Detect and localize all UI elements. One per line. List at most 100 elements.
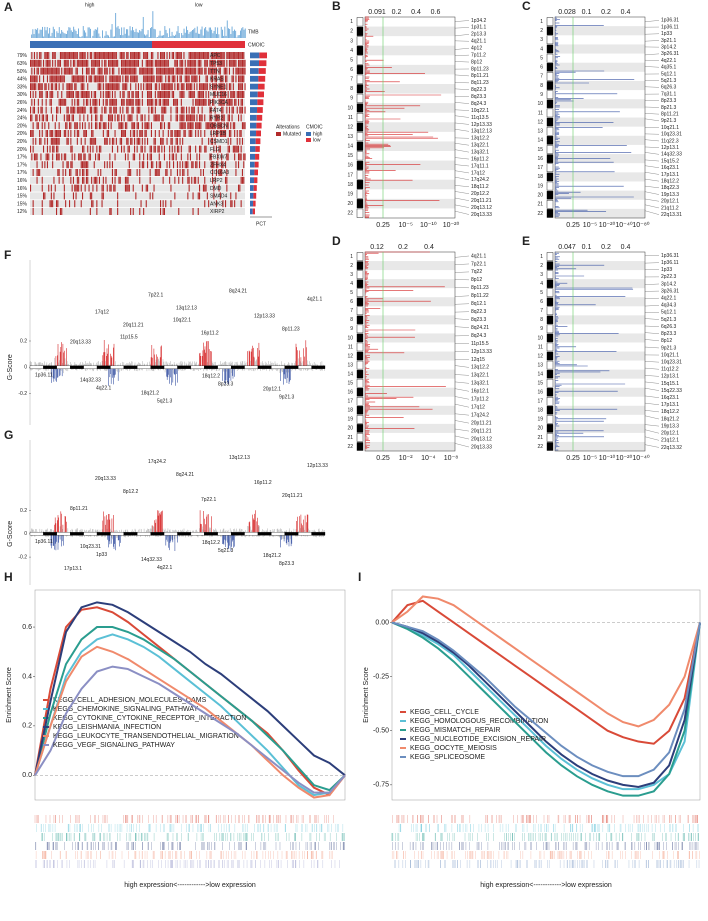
mut-cell	[83, 107, 84, 114]
mut-cell	[182, 107, 183, 114]
mut-cell	[78, 185, 79, 192]
tmb-bar	[182, 35, 183, 38]
mut-cell	[154, 185, 155, 192]
band-label: 20p12.2	[471, 191, 489, 197]
mut-cell	[167, 91, 168, 98]
mut-cell	[33, 122, 34, 129]
chrom-label: 16	[537, 156, 543, 162]
mut-cell	[237, 91, 238, 98]
band-leader	[645, 425, 659, 427]
mut-cell	[30, 146, 31, 153]
mut-cell	[69, 200, 70, 207]
chrom-strip	[30, 366, 43, 369]
mut-cell	[160, 200, 161, 207]
mut-cell	[156, 161, 157, 168]
mut-cell	[161, 114, 162, 121]
mut-cell	[98, 52, 99, 59]
mut-cell	[195, 52, 196, 59]
mut-cell	[96, 99, 97, 106]
mut-cell	[159, 130, 160, 137]
chrom-label: 4	[350, 281, 353, 287]
mut-cell	[46, 114, 47, 121]
bottom-tick: 0.25	[566, 222, 580, 229]
tmb-bar	[53, 27, 54, 38]
bottom-tick: 10⁻¹⁰	[599, 454, 616, 462]
mut-cell	[109, 60, 110, 67]
mut-cell	[78, 91, 79, 98]
chrom-block	[357, 424, 363, 432]
mut-cell	[122, 91, 123, 98]
cmoic-high	[30, 41, 152, 48]
band-leader	[645, 445, 659, 448]
mut-cell	[164, 99, 165, 106]
mut-cell	[242, 60, 243, 67]
chrom-strip	[137, 532, 150, 535]
pct-bar-low	[258, 92, 264, 98]
pct-bar-low	[256, 123, 261, 129]
tmb-bar	[95, 29, 96, 38]
mut-cell	[117, 146, 118, 153]
mut-cell	[92, 146, 93, 153]
mut-cell	[116, 83, 117, 90]
pct-label: 16%	[17, 186, 28, 192]
mut-cell	[96, 200, 97, 207]
pct-label: 20%	[17, 139, 28, 145]
mut-cell	[161, 138, 162, 145]
mut-cell	[96, 75, 97, 82]
chrom-block	[357, 27, 363, 36]
mut-cell	[115, 91, 116, 98]
mut-cell	[161, 107, 162, 114]
chrom-block	[547, 173, 553, 181]
mut-cell	[196, 52, 197, 59]
band-leader	[645, 396, 659, 398]
mut-cell	[241, 153, 242, 160]
mut-cell	[133, 208, 134, 215]
mut-cell	[100, 122, 101, 129]
mut-cell	[164, 68, 165, 75]
mut-cell	[112, 169, 113, 176]
mut-cell	[228, 114, 229, 121]
mut-cell	[147, 161, 148, 168]
mut-cell	[78, 75, 79, 82]
mut-cell	[50, 75, 51, 82]
chrom-label: 20	[537, 192, 543, 198]
mut-cell	[239, 75, 240, 82]
mut-cell	[155, 107, 156, 114]
mut-cell	[74, 122, 75, 129]
mut-cell	[164, 153, 165, 160]
mut-cell	[125, 185, 126, 192]
mut-cell	[196, 83, 197, 90]
mut-cell	[103, 177, 104, 184]
tmb-bar	[68, 27, 69, 38]
mut-cell	[151, 68, 152, 75]
tmb-bar	[158, 36, 159, 38]
mut-cell	[151, 153, 152, 160]
mut-cell	[148, 122, 149, 129]
pct-bar-low	[259, 60, 266, 66]
amp-label: 17q24.2	[148, 459, 166, 465]
mut-cell	[203, 185, 204, 192]
mut-cell	[156, 75, 157, 82]
mut-cell	[59, 177, 60, 184]
mut-cell	[151, 52, 152, 59]
mut-cell	[126, 68, 127, 75]
band-leader	[645, 298, 659, 299]
mut-cell	[44, 52, 45, 59]
mut-cell	[40, 153, 41, 160]
pct-label: 16%	[17, 178, 28, 184]
mut-cell	[148, 68, 149, 75]
mut-cell	[229, 130, 230, 137]
mut-cell	[64, 153, 65, 160]
mut-cell	[120, 91, 121, 98]
mut-cell	[234, 200, 235, 207]
mut-cell	[78, 177, 79, 184]
mut-cell	[113, 68, 114, 75]
mut-cell	[42, 107, 43, 114]
pct-label: 20%	[17, 131, 28, 137]
gene-label: PIK3CA	[210, 100, 228, 106]
mut-cell	[69, 91, 70, 98]
mut-cell	[189, 60, 190, 67]
mut-cell	[133, 68, 134, 75]
mut-cell	[56, 68, 57, 75]
mut-cell	[73, 192, 74, 199]
